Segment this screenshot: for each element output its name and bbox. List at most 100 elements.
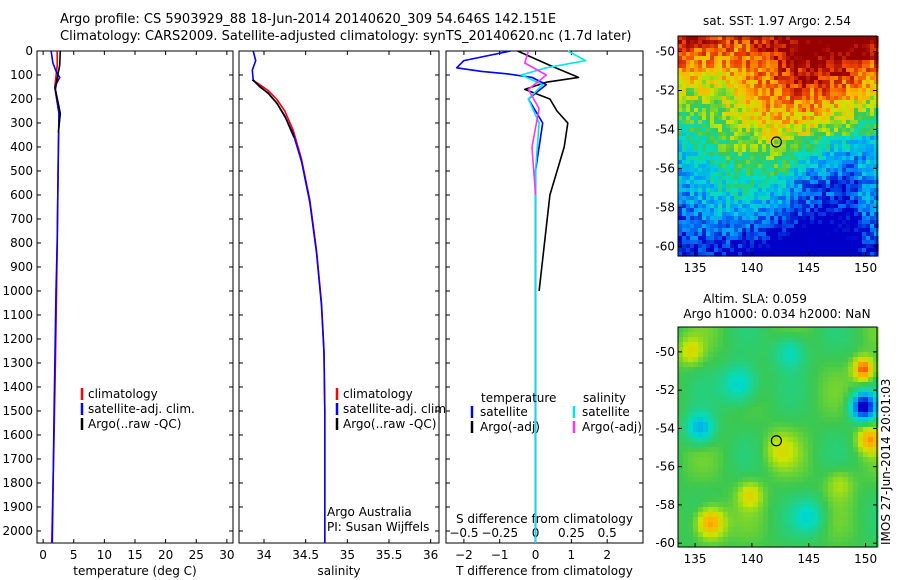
sla_map-cell xyxy=(723,372,729,378)
sla_map-cell xyxy=(773,427,779,433)
sla_map-cell xyxy=(868,382,874,388)
sst_map-cell xyxy=(814,224,819,229)
sst_map-cell xyxy=(874,72,879,77)
sla_map-cell xyxy=(833,527,839,533)
sst_map-cell xyxy=(738,44,743,49)
sst_map-cell xyxy=(826,108,831,113)
sla_map-cell xyxy=(718,482,724,488)
sst_map-cell xyxy=(822,160,827,165)
sst_map-cell xyxy=(682,84,687,89)
sla_map-cell xyxy=(693,492,699,498)
sla_map-cell xyxy=(788,337,794,343)
depth-tick-label: 1500 xyxy=(2,404,33,418)
sla_map-cell xyxy=(738,502,744,508)
sst_map-cell xyxy=(738,96,743,101)
sst_map-cell xyxy=(826,252,831,257)
sst_map-cell xyxy=(706,172,711,177)
sst_map-cell xyxy=(854,136,859,141)
sla_map-cell xyxy=(793,517,799,523)
sst_map-cell xyxy=(842,240,847,245)
sla_map-cell xyxy=(713,522,719,528)
sla_map-cell xyxy=(773,462,779,468)
sst_map-cell xyxy=(722,236,727,241)
sst_map-cell xyxy=(806,172,811,177)
sst_map-cell xyxy=(758,104,763,109)
sst_map-cell xyxy=(830,212,835,217)
sst_map-cell xyxy=(838,220,843,225)
sst_map-cell xyxy=(726,180,731,185)
sla_map-cell xyxy=(828,417,834,423)
sst_map-cell xyxy=(762,92,767,97)
sla_map-cell xyxy=(763,392,769,398)
sst_map-cell xyxy=(826,200,831,205)
sst_map-cell xyxy=(818,108,823,113)
sla_map-cell xyxy=(848,332,854,338)
title-line-1: Argo profile: CS 5903929_88 18-Jun-2014 … xyxy=(60,12,557,27)
sla_map-cell xyxy=(818,437,824,443)
sst_map-cell xyxy=(702,80,707,85)
sst_map-cell xyxy=(758,136,763,141)
difference-xtick-label: 1 xyxy=(568,548,576,562)
sst_map-cell xyxy=(766,96,771,101)
sst_map-cell xyxy=(802,128,807,133)
sst_map-cell xyxy=(714,152,719,157)
sla_map-cell xyxy=(838,387,844,393)
sla_map-cell xyxy=(778,482,784,488)
sst_map-cell xyxy=(874,212,879,217)
sla_map-cell xyxy=(783,412,789,418)
sst_map-cell xyxy=(846,92,851,97)
sst_map-cell xyxy=(842,128,847,133)
sst_map-cell xyxy=(726,76,731,81)
sla_map-cell xyxy=(798,432,804,438)
sst_map-cell xyxy=(710,208,715,213)
sst_map-cell xyxy=(682,164,687,169)
sla_map-cell xyxy=(798,477,804,483)
sla_map-cell xyxy=(863,357,869,363)
sst_map-cell xyxy=(814,160,819,165)
sst_map-cell xyxy=(814,36,819,41)
sla_map-cell xyxy=(718,357,724,363)
sst_map-cell xyxy=(834,92,839,97)
sst_map-cell xyxy=(834,116,839,121)
sla_map-cell xyxy=(683,527,689,533)
sst_map-cell xyxy=(750,84,755,89)
sst_map-cell xyxy=(698,164,703,169)
sst_map-cell xyxy=(726,152,731,157)
salinity-diff-axis-label: S difference from climatology xyxy=(456,512,633,526)
sst_map-cell xyxy=(834,40,839,45)
sst_map-cell xyxy=(838,64,843,69)
sst_map-cell xyxy=(686,168,691,173)
sla_map-cell xyxy=(713,392,719,398)
sst_map-cell xyxy=(738,180,743,185)
sla_map-cell xyxy=(688,437,694,443)
sst_map-cell xyxy=(738,40,743,45)
sst_map-cell xyxy=(818,168,823,173)
sla_map-cell xyxy=(763,492,769,498)
diff-legend-salinity-title: salinity xyxy=(583,391,626,405)
sst_map-cell xyxy=(850,160,855,165)
sst_map-cell xyxy=(818,40,823,45)
sst_map-cell xyxy=(778,44,783,49)
sla_map-cell xyxy=(698,352,704,358)
sst_map-cell xyxy=(818,48,823,53)
sst_map-cell xyxy=(678,140,683,145)
sst_map-cell xyxy=(746,224,751,229)
sst_map-cell xyxy=(834,64,839,69)
sst_map-cell xyxy=(766,76,771,81)
sla_map-cell xyxy=(713,492,719,498)
sla_map-cell xyxy=(738,387,744,393)
sst_map-cell xyxy=(874,132,879,137)
sla_map-cell xyxy=(713,372,719,378)
sst_map-cell xyxy=(738,36,743,41)
sla_map-cell xyxy=(738,397,744,403)
sst_map-cell xyxy=(766,192,771,197)
sst_map-cell xyxy=(714,224,719,229)
sla_map-cell xyxy=(683,327,689,333)
sst_map-cell xyxy=(742,116,747,121)
sst_map-cell xyxy=(694,188,699,193)
sst_map-cell xyxy=(778,160,783,165)
sla_map-cell xyxy=(698,482,704,488)
sla_map-cell xyxy=(678,477,684,483)
sst_map-cell xyxy=(854,156,859,161)
sla_map-cell xyxy=(713,472,719,478)
